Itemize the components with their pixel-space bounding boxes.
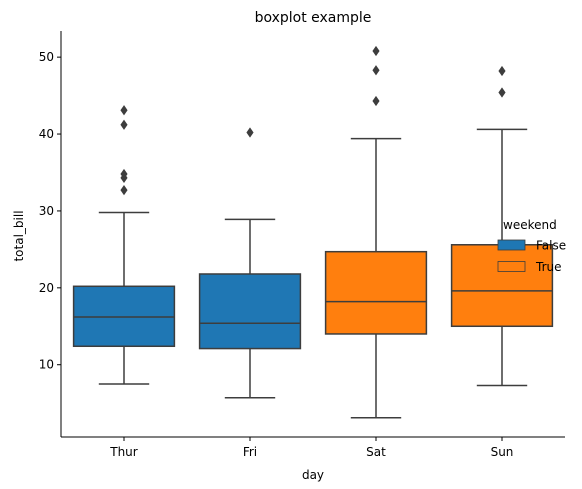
- outlier-point: [120, 119, 128, 130]
- outlier-point: [372, 95, 380, 107]
- outlier-point: [498, 65, 506, 77]
- legend: weekend False True: [497, 218, 566, 274]
- box-thur: [72, 285, 176, 348]
- x-tick-label: Sat: [366, 445, 386, 459]
- outlier-point: [120, 105, 128, 116]
- box-fri: [198, 273, 302, 350]
- outlier-point: [120, 168, 128, 180]
- outlier-point: [498, 87, 506, 98]
- plot-area: 10 20 30 40 50 Thur Fri Sat Sun: [39, 31, 565, 459]
- outlier-point: [372, 45, 380, 57]
- legend-label-false: False: [536, 239, 566, 253]
- y-axis-label: total_bill: [12, 210, 26, 261]
- x-tick-label: Sun: [491, 445, 514, 459]
- y-tick-label: 50: [39, 50, 54, 64]
- outlier-point: [120, 185, 128, 196]
- legend-title: weekend: [503, 218, 557, 232]
- box-sun: [450, 244, 554, 328]
- y-tick-label: 10: [39, 358, 54, 372]
- outlier-point: [246, 127, 254, 138]
- legend-label-true: True: [535, 260, 562, 274]
- legend-swatch-true: [497, 261, 526, 272]
- x-tick-label: Fri: [243, 445, 257, 459]
- chart-title: boxplot example: [255, 10, 372, 26]
- y-tick-label: 30: [39, 204, 54, 218]
- outlier-point: [372, 65, 380, 76]
- legend-swatch-false: [497, 239, 526, 251]
- y-tick-label: 40: [39, 127, 54, 141]
- x-axis-label: day: [302, 468, 324, 482]
- y-tick-label: 20: [39, 281, 54, 295]
- box-sat: [324, 250, 428, 335]
- x-tick-label: Thur: [109, 445, 138, 459]
